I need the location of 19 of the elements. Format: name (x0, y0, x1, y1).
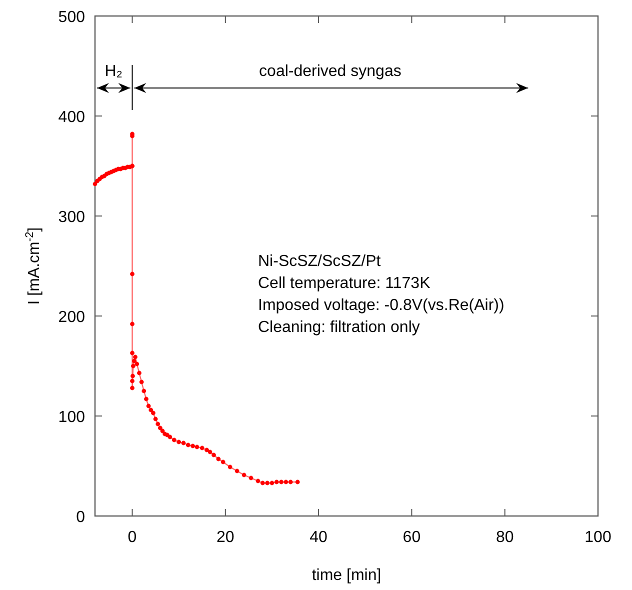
y-tick-label: 200 (58, 309, 86, 326)
y-tick-label: 300 (58, 209, 86, 226)
x-tick-label: 80 (496, 529, 514, 546)
annotation: Imposed voltage: -0.8V(vs.Re(Air)) (258, 297, 504, 314)
x-tick-label: 20 (216, 529, 234, 546)
x-tick-label: 0 (128, 529, 137, 546)
x-tick-label: 40 (310, 529, 328, 546)
annotation: coal-derived syngas (259, 63, 402, 80)
annotation: Cleaning: filtration only (258, 319, 420, 336)
y-tick-label: 0 (76, 509, 86, 526)
annotation: Cell temperature: 1173K (258, 275, 431, 292)
x-tick-label: 100 (584, 529, 612, 546)
y-tick-label: 500 (58, 9, 86, 26)
y-tick-label: 400 (58, 109, 86, 126)
annotation: H₂ (104, 63, 123, 80)
y-tick-label: 100 (58, 409, 86, 426)
annotation: Ni-ScSZ/ScSZ/Pt (258, 253, 382, 270)
x-tick-label: 60 (402, 529, 421, 546)
x-axis-title: time [min] (312, 567, 382, 584)
